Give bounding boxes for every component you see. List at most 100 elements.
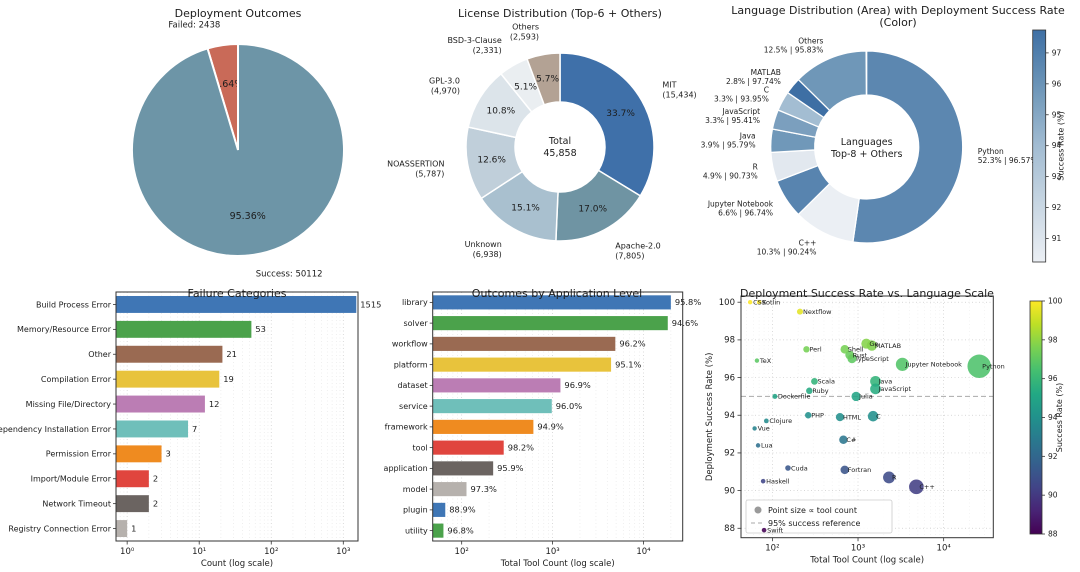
legend-size-marker <box>754 506 762 514</box>
language-label-r: R 4.9% | 90.73% <box>703 162 758 180</box>
language-label-matlab: MATLAB 2.8% | 97.74% <box>726 68 781 86</box>
license-count: (5,787) <box>415 169 444 178</box>
bar-category-label: Import/Module Error <box>31 475 112 484</box>
colorbar-tick-label: 94 <box>1048 413 1058 422</box>
language-label-javascript: JavaScript 3.3% | 95.41% <box>705 107 760 125</box>
license-count: (2,593) <box>510 32 539 41</box>
bar-value-label: 1515 <box>360 299 381 309</box>
bar-category-label: Other <box>88 350 111 359</box>
language-name: C <box>764 86 769 95</box>
scatter-point-go <box>861 338 872 349</box>
scatter-point-nextflow <box>796 308 804 315</box>
bar-solver <box>432 316 668 331</box>
bar-value-label: 88.9% <box>449 505 475 515</box>
license-name: Others <box>512 22 539 31</box>
colorbar-axis-label: Success Rate (%) <box>1057 111 1066 180</box>
chart-title-license-distribution: License Distribution (Top-6 + Others) <box>458 7 662 20</box>
donut-slice-others <box>526 52 561 106</box>
bar-category-label: framework <box>385 423 428 432</box>
scatter-point-julia <box>851 391 861 402</box>
scatter-point-label-go: Go <box>869 340 878 348</box>
colorbar-tick-label: 98 <box>1048 335 1058 344</box>
scatter-point-label-css: CSS <box>753 299 766 307</box>
colorbar-tick-label: 88 <box>1048 530 1058 539</box>
panel-success-vs-scale: Point size ∝ tool count 95% success refer… <box>705 295 1064 566</box>
bar-category-label: application <box>384 464 428 473</box>
language-share: 3.3% | 95.41% <box>705 116 760 125</box>
scatter-point-label-clojure: Clojure <box>769 417 792 425</box>
bar-category-label: tool <box>413 443 428 452</box>
bar-value-label: 96.8% <box>447 525 473 535</box>
donut-slice-mit <box>559 52 655 197</box>
scatter-point-kotlin <box>756 299 762 305</box>
bar-compilation-error <box>116 370 220 388</box>
bar-value-label: 96.2% <box>619 339 645 349</box>
panel-failure-categories: Build Process Error 1515 Memory/Resource E… <box>0 291 381 569</box>
license-name: GPL-3.0 <box>429 76 460 85</box>
bar-category-label: library <box>402 298 428 307</box>
bar-category-label: dataset <box>397 381 427 390</box>
language-share: 3.9% | 95.79% <box>701 141 756 150</box>
bar-value-label: 19 <box>223 374 234 384</box>
language-name: C++ <box>799 238 817 247</box>
scatter-point-r <box>883 471 895 484</box>
donut-outer-label-mit: MIT (15,434) <box>662 80 696 99</box>
scatter-point-label-typescript: TypeScript <box>854 355 889 363</box>
bar-build-process-error <box>116 295 357 313</box>
scatter-point-label-html: HTML <box>843 413 861 421</box>
donut-outer-label-bsd-3-clause: BSD-3-Clause (2,331) <box>447 36 501 55</box>
bar-dataset <box>432 378 561 393</box>
bar-registry-connection-error <box>116 520 128 538</box>
bar-category-label: plugin <box>403 506 428 515</box>
y-tick-label: 88 <box>724 524 735 534</box>
scatter-point-label-lua: Lua <box>761 442 773 450</box>
donut-outer-label-gpl-3-0: GPL-3.0 (4,970) <box>429 76 460 95</box>
x-tick-label: 10³ <box>336 547 350 557</box>
scatter-point-clojure <box>763 418 769 424</box>
scatter-point-haskell <box>760 478 766 484</box>
colorbar-blues <box>1032 29 1047 263</box>
x-tick-label: 10⁰ <box>120 547 135 557</box>
y-tick-label: 96 <box>724 373 735 383</box>
bar-model <box>432 482 467 497</box>
bar-category-label: Compilation Error <box>41 375 112 384</box>
bar-category-label: model <box>403 485 428 494</box>
scatter-point-vue <box>752 426 757 431</box>
colorbar-tick-label: 92 <box>1048 452 1058 461</box>
panel-language-distribution: Python 52.3% | 96.57% C++ 10.3% | 90.24% Jup… <box>701 29 1066 263</box>
x-tick-label: 10⁴ <box>937 544 952 554</box>
x-tick-label: 10³ <box>545 547 559 557</box>
x-tick-label: 10⁴ <box>636 547 651 557</box>
language-share: 52.3% | 96.57% <box>978 156 1038 165</box>
scatter-point-label-javascript: JavaScript <box>877 385 911 393</box>
scatter-point-label-c: C++ <box>919 483 934 491</box>
scatter-point-label-scala: Scala <box>817 378 834 386</box>
scatter-point-label-nextflow: Nextflow <box>803 308 832 316</box>
bar-workflow <box>432 336 616 351</box>
language-name: Others <box>798 36 823 45</box>
language-share: 4.9% | 90.73% <box>703 171 758 180</box>
language-share: 12.5% | 95.83% <box>764 45 824 54</box>
scatter-point-label-fortran: Fortran <box>848 466 871 474</box>
scatter-point-tex <box>754 358 760 363</box>
scatter-point-label-c: C# <box>846 436 856 444</box>
bar-value-label: 96.0% <box>556 401 582 411</box>
license-name: Apache-2.0 <box>615 242 660 251</box>
donut-pct-unknown: 15.1% <box>511 203 540 213</box>
colorbar-tick-label: 91 <box>1052 234 1062 243</box>
colorbar-tick-label: 97 <box>1052 48 1062 57</box>
donut-outer-label-noassertion: NOASSERTION (5,787) <box>387 159 444 178</box>
donut-pct-bsd-3-clause: 5.1% <box>514 83 537 93</box>
bar-value-label: 2 <box>153 498 158 508</box>
scatter-point-c <box>909 479 924 495</box>
bar-category-label: Network Timeout <box>42 499 111 508</box>
scatter-point-label-perl: Perl <box>809 346 821 354</box>
scatter-point-label-julia: Julia <box>858 393 873 401</box>
scatter-point-html <box>835 413 845 422</box>
scatter-point-label-cuda: Cuda <box>791 464 808 472</box>
license-count: (7,805) <box>615 252 644 261</box>
colorbar-tick-label: 96 <box>1052 79 1062 88</box>
bar-value-label: 95.1% <box>615 359 641 369</box>
scatter-point-label-tex: TeX <box>759 357 772 365</box>
language-label-others: Others 12.5% | 95.83% <box>764 36 824 54</box>
